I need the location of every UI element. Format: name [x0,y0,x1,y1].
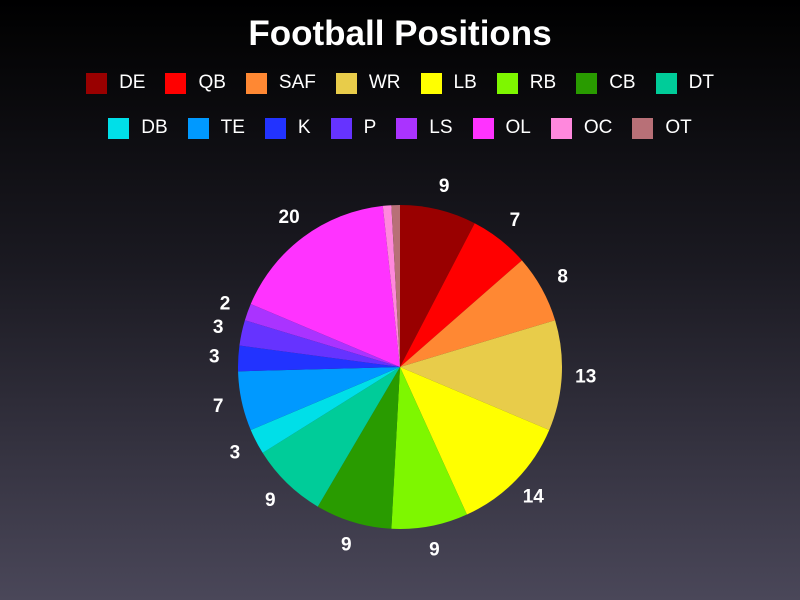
pie-slice-de [400,205,475,367]
legend-label: DT [688,72,714,93]
pie-slice-cb [317,367,400,529]
legend-swatch [187,117,209,139]
data-label-de: 9 [439,176,450,197]
legend-row-1: DE QB SAF WR LB RB CB DT [0,72,800,94]
legend-item-dt: DT [655,72,714,94]
legend-swatch [396,117,418,139]
chart-title: Football Positions [248,14,552,53]
legend-item-ls: LS [396,117,453,139]
pie-slice-wr [400,320,562,430]
pie-slice-p [239,320,400,367]
pie-slice-oc [382,205,400,367]
legend-label: K [297,117,311,138]
legend-label: DB [141,117,168,138]
data-label-k: 3 [209,347,220,368]
legend-swatch [245,72,267,94]
data-label-p: 3 [213,317,224,338]
legend-swatch [264,117,286,139]
pie-slices [237,205,562,529]
pie-slice-ot [391,205,400,367]
legend-swatch [420,72,442,94]
legend-label: OC [583,117,613,138]
data-label-te: 7 [213,396,224,417]
data-label-ol: 20 [279,207,300,228]
legend-label: RB [529,72,557,93]
legend-item-ot: OT [632,117,692,139]
legend-item-lb: LB [420,72,477,94]
legend-item-saf: SAF [245,72,316,94]
legend-label: P [363,117,377,138]
legend-label: TE [220,117,245,138]
pie-slice-ls [244,304,400,367]
data-label-db: 3 [230,442,241,463]
data-label-lb: 14 [523,486,545,507]
pie-slice-te [238,367,400,430]
legend-label: DE [119,72,146,93]
pie-slice-db [250,367,400,453]
legend-label: LS [429,117,453,138]
legend-swatch [576,72,598,94]
data-label-cb: 9 [341,535,352,556]
legend-swatch [632,117,654,139]
legend-label: LB [453,72,477,93]
legend-swatch [330,117,352,139]
pie-slice-k [237,345,400,372]
data-label-ls: 2 [220,293,231,314]
legend-row-2: DB TE K P LS OL OC OT [0,117,800,139]
data-label-wr: 13 [575,366,596,387]
legend-swatch [496,72,518,94]
legend-swatch [335,72,357,94]
legend-item-db: DB [108,117,168,139]
legend-item-k: K [264,117,311,139]
legend-item-oc: OC [550,117,613,139]
legend-item-de: DE [86,72,145,94]
legend-item-rb: RB [496,72,557,94]
pie-slice-qb [400,223,522,367]
pie-slice-dt [262,367,400,507]
legend-label: OL [505,117,531,138]
pie-slice-lb [400,367,550,515]
legend-swatch [108,117,130,139]
pie-slice-ol [250,205,400,367]
legend-item-ol: OL [472,117,531,139]
legend-item-wr: WR [335,72,401,94]
legend-item-qb: QB [165,72,226,94]
data-label-saf: 8 [557,266,568,287]
legend-label: CB [609,72,636,93]
legend-swatch [165,72,187,94]
data-label-dt: 9 [265,490,276,511]
legend-label: OT [665,117,692,138]
legend-label: SAF [278,72,316,93]
pie-data-labels: 9 7 8 13 14 9 9 9 3 7 3 3 2 20 [209,176,596,560]
legend-swatch [655,72,677,94]
legend-swatch [86,72,108,94]
pie-slice-saf [400,260,556,367]
pie-slice-rb [391,367,467,529]
legend-item-te: TE [187,117,245,139]
legend-label: WR [368,72,401,93]
legend-item-cb: CB [576,72,636,94]
legend-item-p: P [330,117,377,139]
legend-swatch [550,117,572,139]
data-label-qb: 7 [510,210,521,231]
legend-label: QB [198,72,226,93]
data-label-rb: 9 [429,539,440,560]
legend-swatch [472,117,494,139]
